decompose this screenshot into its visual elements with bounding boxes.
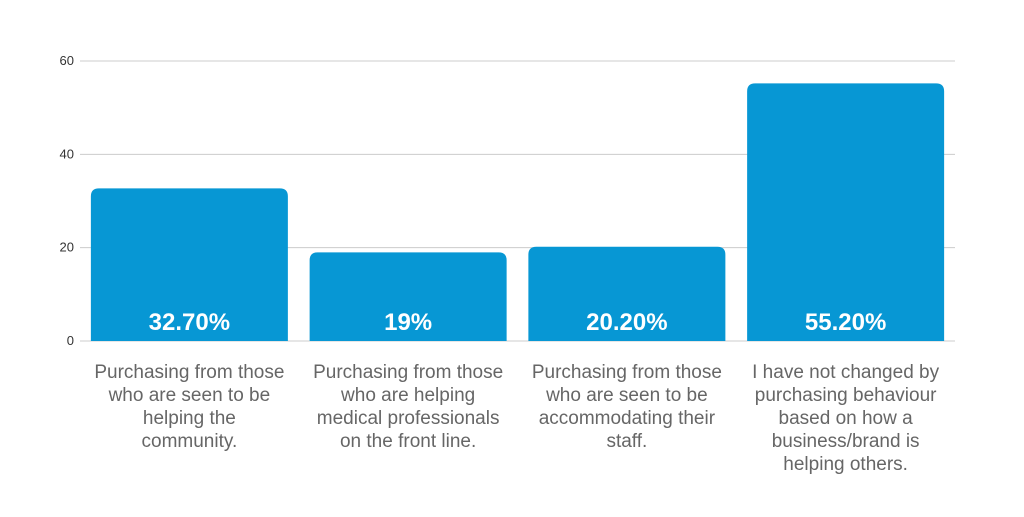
x-category-label: purchasing behaviour <box>755 385 937 406</box>
x-category-label: helping others. <box>783 454 908 475</box>
x-category-label: staff. <box>606 431 647 452</box>
bar <box>309 252 507 341</box>
x-category-label: on the front line. <box>340 431 476 452</box>
x-category-label: who are helping <box>340 385 475 406</box>
bar-value-label: 55.20% <box>805 309 886 336</box>
x-category-label: I have not changed by <box>752 362 939 383</box>
y-tick-label: 20 <box>60 240 74 255</box>
x-category-label: business/brand is <box>772 431 920 452</box>
bar <box>90 188 288 341</box>
x-category-label: helping the <box>143 408 236 429</box>
x-category-label: accommodating their <box>539 408 716 429</box>
bar-value-label: 32.70% <box>149 309 230 336</box>
bar-value-label: 20.20% <box>586 309 667 336</box>
x-category-label: who are seen to be <box>108 385 271 406</box>
x-category-label: Purchasing from those <box>313 362 503 383</box>
x-category-label: based on how a <box>779 408 914 429</box>
bar <box>747 83 945 342</box>
x-category-label: Purchasing from those <box>94 362 284 383</box>
x-category-label: community. <box>142 431 238 452</box>
bar-value-label: 19% <box>384 309 432 336</box>
y-tick-label: 0 <box>67 333 74 348</box>
bar-layer <box>90 83 945 342</box>
y-tick-label: 40 <box>60 146 74 161</box>
bar <box>528 246 726 341</box>
x-category-label: Purchasing from those <box>532 362 722 383</box>
x-category-label: who are seen to be <box>545 385 708 406</box>
y-tick-label: 60 <box>60 53 74 68</box>
x-category-label: medical professionals <box>317 408 500 429</box>
